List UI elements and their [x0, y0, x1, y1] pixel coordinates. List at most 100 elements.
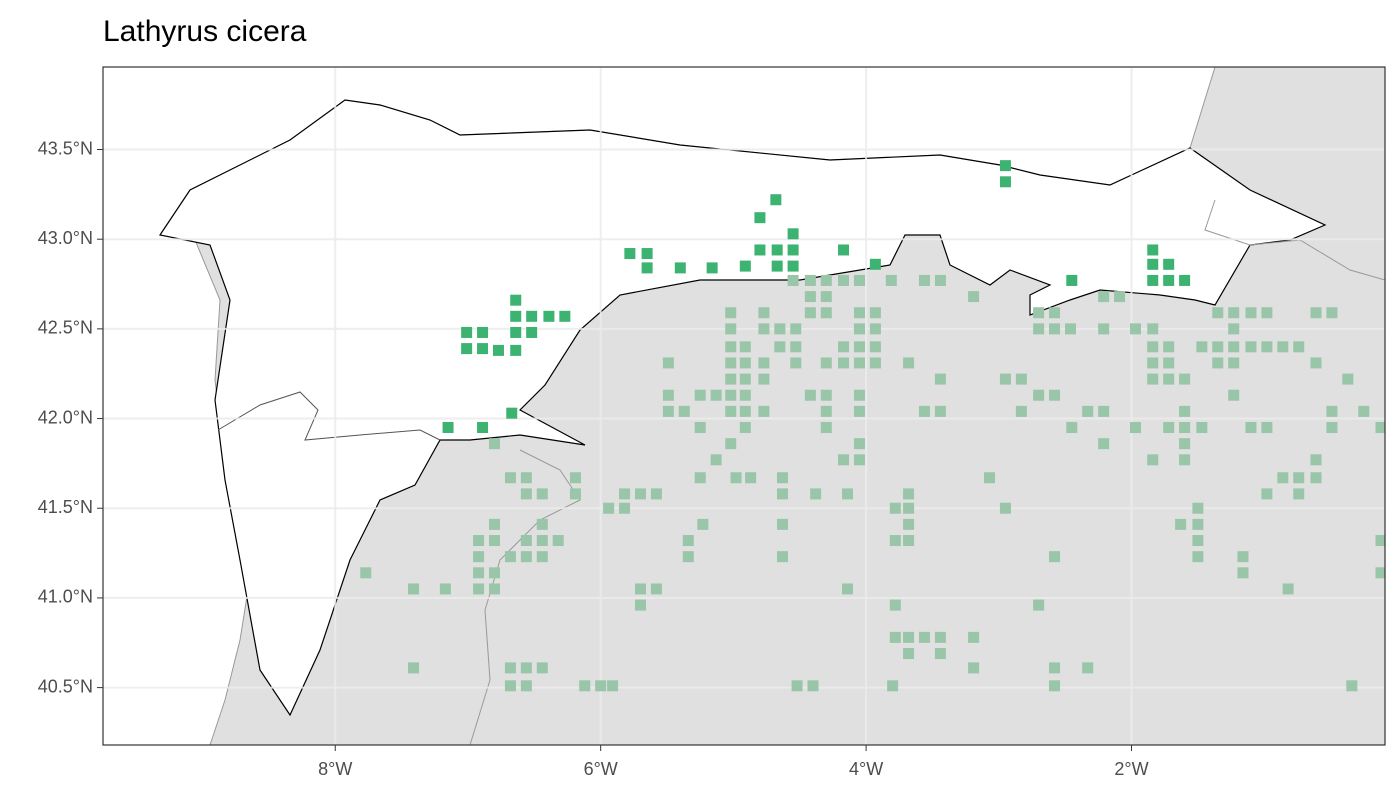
- point: [510, 344, 522, 356]
- point: [770, 194, 782, 206]
- point: [838, 244, 850, 256]
- point: [1310, 454, 1322, 466]
- point: [473, 583, 485, 595]
- point: [1147, 244, 1159, 256]
- point: [853, 341, 865, 353]
- border-line: [1204, 199, 1385, 281]
- point: [607, 680, 619, 692]
- point: [934, 405, 946, 417]
- point: [1015, 405, 1027, 417]
- point: [725, 389, 737, 401]
- point: [934, 373, 946, 385]
- point: [771, 244, 783, 256]
- point: [745, 472, 757, 484]
- point: [510, 294, 522, 306]
- point: [968, 631, 980, 643]
- point: [489, 583, 501, 595]
- border-line: [469, 449, 581, 745]
- point: [492, 344, 504, 356]
- grid: [103, 67, 1385, 745]
- point: [885, 274, 897, 286]
- point: [619, 488, 631, 500]
- point: [853, 454, 865, 466]
- point: [1179, 274, 1191, 286]
- y-tick-label: 42.5°N: [38, 318, 93, 338]
- point: [360, 567, 372, 579]
- point: [903, 535, 915, 547]
- point: [774, 323, 786, 335]
- point: [739, 341, 751, 353]
- point: [1237, 567, 1249, 579]
- point: [1049, 662, 1061, 674]
- point: [1261, 488, 1273, 500]
- point: [1192, 502, 1204, 514]
- point: [1163, 258, 1175, 270]
- point: [1375, 567, 1385, 579]
- point: [758, 323, 770, 335]
- point: [619, 502, 631, 514]
- point: [1293, 488, 1305, 500]
- point: [461, 343, 473, 355]
- point: [739, 357, 751, 369]
- point: [1192, 535, 1204, 547]
- points: [360, 160, 1385, 692]
- point: [842, 488, 854, 500]
- point: [489, 567, 501, 579]
- point: [1082, 662, 1094, 674]
- point: [506, 407, 518, 419]
- point: [869, 258, 881, 270]
- point: [520, 472, 532, 484]
- point: [776, 488, 788, 500]
- point: [504, 551, 516, 563]
- point: [790, 323, 802, 335]
- point: [776, 472, 788, 484]
- point: [536, 535, 548, 547]
- point: [787, 228, 799, 240]
- point: [853, 274, 865, 286]
- point: [820, 389, 832, 401]
- point: [1049, 307, 1061, 319]
- point: [807, 680, 819, 692]
- point: [634, 583, 646, 595]
- y-tick-label: 43.0°N: [38, 228, 93, 248]
- point: [477, 422, 489, 434]
- point: [1310, 357, 1322, 369]
- point: [536, 518, 548, 530]
- point: [489, 438, 501, 450]
- point: [820, 307, 832, 319]
- point: [725, 323, 737, 335]
- point: [776, 551, 788, 563]
- point: [1261, 341, 1273, 353]
- point: [1179, 454, 1191, 466]
- point: [559, 310, 571, 322]
- point: [1277, 472, 1289, 484]
- point: [1237, 551, 1249, 563]
- point: [739, 389, 751, 401]
- point: [442, 422, 454, 434]
- point: [477, 343, 489, 355]
- point: [682, 535, 694, 547]
- point: [1358, 405, 1370, 417]
- point: [489, 535, 501, 547]
- point: [1015, 373, 1027, 385]
- region: [159, 99, 1327, 717]
- point: [1098, 405, 1110, 417]
- point: [889, 502, 901, 514]
- point: [1293, 472, 1305, 484]
- point: [771, 260, 783, 272]
- point: [662, 357, 674, 369]
- point: [853, 389, 865, 401]
- point: [853, 357, 865, 369]
- point: [853, 323, 865, 335]
- point: [887, 680, 899, 692]
- point: [1066, 274, 1078, 286]
- point: [838, 341, 850, 353]
- point: [634, 599, 646, 611]
- x-tick-label: 6°W: [584, 759, 618, 779]
- point: [1049, 389, 1061, 401]
- point: [804, 389, 816, 401]
- point: [595, 680, 607, 692]
- point: [1277, 341, 1289, 353]
- point: [918, 405, 930, 417]
- point: [1147, 373, 1159, 385]
